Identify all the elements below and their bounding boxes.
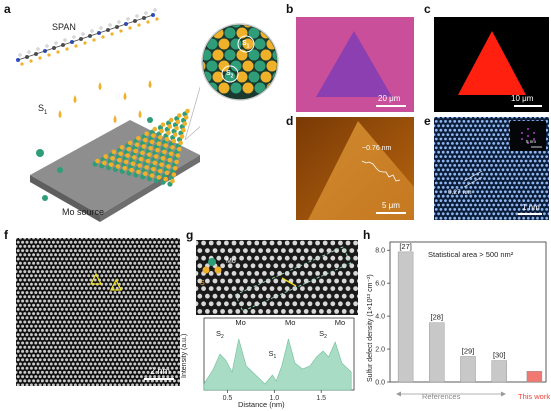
vacancy-marker-1 (89, 272, 103, 285)
panel-label-b: b (286, 2, 294, 16)
profile-xtick-label: 0.5 (223, 395, 233, 402)
profile-peak-label: S1 (269, 349, 277, 360)
panel-label-f: f (4, 228, 8, 242)
pl-map-c: 10 μm (434, 17, 549, 112)
profile-xtick-label: 1.5 (316, 395, 326, 402)
stem-image-g: Mo S (196, 240, 358, 315)
stem-image-f: 2 nm (16, 238, 180, 386)
scalebar-c: 10 μm (511, 94, 534, 103)
profile-peak-label: S2 (319, 329, 327, 340)
atom-label-s: S (200, 280, 205, 287)
zoom-inset (201, 23, 279, 101)
chart-bar (526, 371, 543, 383)
chart-bar (429, 322, 445, 383)
afm-height-label: ~0.76 nm (362, 145, 392, 152)
profile-xtick-label: 1.0 (269, 395, 279, 402)
line-profile-marker (281, 277, 297, 287)
sulfur-droplets (58, 80, 152, 123)
profile-xlabel: Distance (nm) (238, 400, 285, 409)
defect-density-chart: 0.0 2.0 4.0 6.0 8.0 [27] [28] [29] [30] (375, 241, 547, 397)
atom-label-mo: Mo (226, 258, 236, 265)
profile-peak-label: S2 (216, 329, 224, 340)
chart-ytick-label: 6.0 (375, 281, 385, 288)
chart-ylabel: Sulfur defect density (1×10¹³ cm⁻²) (367, 274, 374, 382)
scalebar-d: 5 μm (382, 201, 400, 210)
substrate-side-left (30, 175, 100, 222)
scalebar-b: 20 μm (378, 94, 401, 103)
zoom-s1-label: S1 (242, 40, 250, 50)
zoom-s2-label: S2 (226, 70, 234, 80)
panel-label-d: d (286, 114, 294, 128)
chart-group-label: References (422, 392, 461, 401)
panel-a-schematic (16, 8, 200, 222)
span-molecule (16, 8, 159, 66)
profile-peak-label: Mo (285, 318, 295, 327)
mo-source-spheres (36, 117, 153, 201)
chart-bar-label: [27] (399, 242, 412, 251)
stem-image-e: 0.27 nm 5 nm 1 nm (434, 117, 549, 220)
chart-bar-label: [29] (462, 346, 475, 355)
profile-peak-label: Mo (335, 318, 345, 327)
inset-scalebar-e: 5 nm (526, 139, 537, 144)
chart-bar (460, 356, 476, 383)
chart-ytick-label: 0.0 (375, 380, 385, 387)
mos2-crystal (92, 108, 190, 187)
mo-source-label: Mo source (62, 207, 105, 217)
chart-annotation: Statistical area > 500 nm² (428, 250, 514, 259)
chart-ytick-label: 2.0 (375, 347, 385, 354)
optical-image-b: 20 μm (296, 17, 414, 112)
lattice-spacing-label: 0.27 nm (448, 189, 472, 196)
panel-label-e: e (424, 114, 431, 128)
afm-image-d: ~0.76 nm 5 μm (296, 117, 414, 220)
chart-bar (397, 251, 414, 383)
line-profile-plot: 0.5 1.0 1.5 S2 Mo S1 Mo S2 Mo (203, 317, 355, 402)
s1-label: S1 (38, 103, 48, 116)
scalebar-f: 2 nm (150, 366, 171, 376)
s1-vacancy-marker (237, 35, 255, 53)
chart-this-work-label: This work (518, 392, 551, 401)
chart-ytick-label: 8.0 (375, 248, 385, 255)
intensity-profile (203, 338, 352, 391)
span-label: SPAN (52, 22, 76, 32)
chart-bar (491, 360, 507, 383)
chart-bar-label: [28] (431, 313, 444, 322)
scalebar-e: 1 nm (522, 203, 540, 212)
panel-label-c: c (424, 2, 431, 16)
chart-bar-label: [30] (493, 351, 506, 360)
profile-peak-label: Mo (235, 318, 245, 327)
profile-ylabel: Intensity (a.u.) (181, 333, 188, 378)
panel-label-a: a (4, 2, 11, 16)
s2-vacancy-marker (221, 65, 239, 83)
panel-label-g: g (186, 228, 194, 242)
panel-label-h: h (363, 228, 371, 242)
chart-ytick-label: 4.0 (375, 314, 385, 321)
vacancy-marker-2 (109, 278, 123, 291)
